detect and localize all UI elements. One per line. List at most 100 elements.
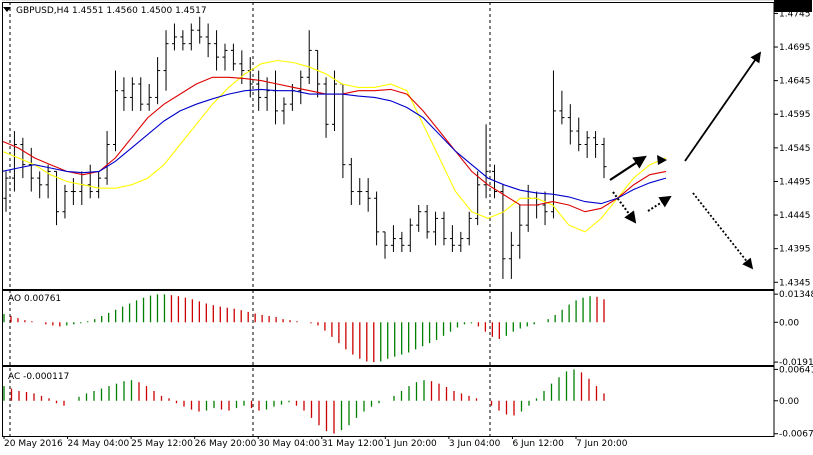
flat-arrowhead-0 — [657, 155, 667, 165]
ohlc-bar — [230, 43, 236, 71]
ohlc-bar — [416, 204, 422, 232]
time-tick-label: 30 May 04:00 — [258, 439, 320, 449]
price-tick-label: 1.4445 — [779, 211, 811, 221]
ohlc-bar — [54, 170, 60, 226]
ohlc-bar — [492, 164, 498, 199]
ohlc-bar — [163, 30, 169, 91]
current-price-box — [774, 0, 812, 12]
ohlc-bar — [281, 97, 287, 125]
ohlc-bar — [3, 171, 9, 212]
ohlc-bar — [87, 164, 93, 199]
time-tick-label: 24 May 04:00 — [68, 439, 130, 449]
forecast-arrows — [609, 51, 762, 270]
ohlc-bar — [567, 104, 573, 145]
ao-tick-label: 0.01348 — [779, 290, 813, 300]
ao-tick-label: -0.01911 — [779, 358, 813, 368]
ohlc-bar — [222, 43, 228, 71]
ohlc-bar — [374, 191, 380, 246]
ohlc-bar — [348, 157, 354, 205]
forecast-arrow-3 — [684, 51, 762, 162]
ohlc-bar — [188, 23, 194, 51]
ohlc-bar — [146, 84, 152, 111]
forecast-arrow-1 — [612, 191, 637, 224]
ohlc-bar — [357, 178, 363, 205]
ohlc-bar — [112, 70, 118, 152]
forecast-arrow-0 — [609, 155, 647, 181]
ohlc-bar — [79, 171, 85, 205]
ao-tick-label: 0.00 — [779, 318, 799, 328]
ohlc-bar — [62, 184, 68, 219]
ohlc-bar — [197, 16, 203, 44]
ohlc-bar — [37, 171, 43, 199]
price-bars — [3, 16, 607, 279]
ac-tick-label: 0.00 — [779, 397, 799, 407]
ohlc-bar — [45, 164, 51, 199]
ohlc-bar — [331, 70, 337, 132]
ac-label: AC -0.000117 — [8, 372, 69, 382]
ohlc-bar — [584, 131, 590, 158]
ohlc-bar — [323, 77, 329, 138]
ohlc-bar — [11, 131, 17, 192]
ohlc-bar — [315, 49, 321, 98]
ac-histogram — [3, 369, 605, 434]
ohlc-bar — [121, 77, 127, 111]
time-tick-label: 3 Jun 04:00 — [449, 439, 501, 449]
ohlc-bar — [441, 211, 447, 246]
ohlc-bar — [576, 117, 582, 152]
ohlc-bar — [466, 211, 472, 246]
ohlc-bar — [500, 184, 506, 279]
ohlc-bar — [247, 57, 253, 98]
ohlc-bar — [20, 137, 26, 179]
ohlc-bar — [264, 77, 270, 111]
ohlc-bar — [593, 131, 599, 158]
ohlc-bar — [205, 23, 211, 58]
time-tick-label: 6 Jun 12:00 — [512, 439, 564, 449]
ma-blue-line — [1, 88, 667, 205]
ohlc-bar — [340, 83, 346, 179]
ohlc-bar — [155, 57, 161, 105]
price-tick-label: 1.4745 — [779, 9, 811, 19]
chart-frame — [2, 2, 775, 437]
ohlc-bar — [508, 231, 514, 279]
price-tick-label: 1.4495 — [779, 177, 811, 187]
ohlc-bar — [433, 211, 439, 246]
ohlc-bar — [273, 70, 279, 125]
price-tick-label: 1.4595 — [779, 110, 811, 120]
collapse-triangle-icon[interactable] — [3, 7, 11, 12]
ohlc-bar — [104, 131, 110, 185]
ohlc-bar — [542, 191, 548, 226]
ohlc-bar — [517, 204, 523, 259]
moving-averages: 1.4517 — [1, 0, 812, 233]
ohlc-bar — [306, 30, 312, 84]
ohlc-bar — [28, 147, 34, 192]
ohlc-bar — [601, 137, 607, 179]
ma-yellow-line — [1, 59, 667, 233]
ohlc-bar — [458, 231, 464, 253]
price-tick-label: 1.4395 — [779, 245, 811, 255]
time-tick-label: 7 Jun 20:00 — [576, 439, 628, 449]
grid-layer — [9, 2, 491, 436]
panel-frames — [2, 2, 775, 437]
ohlc-bar — [483, 124, 489, 199]
ohlc-bar — [424, 204, 430, 239]
ohlc-bar — [214, 30, 220, 71]
price-tick-label: 1.4345 — [779, 278, 811, 288]
ac-tick-label: -0.00674 — [779, 430, 813, 440]
ohlc-bar — [449, 225, 455, 253]
current-price-label: 1.4517 — [777, 0, 809, 3]
ohlc-bar — [180, 30, 186, 51]
price-tick-label: 1.4545 — [779, 144, 811, 154]
time-tick-label: 31 May 12:00 — [322, 439, 384, 449]
ohlc-bar — [399, 231, 405, 253]
axis-labels: GBPUSD,H4 1.4551 1.4560 1.4500 1.4517 AO… — [3, 6, 813, 449]
ao-histogram — [3, 294, 605, 363]
ohlc-bar — [256, 70, 262, 111]
ohlc-bar — [298, 70, 304, 105]
ohlc-bar — [559, 90, 565, 125]
time-tick-label: 25 May 12:00 — [131, 439, 193, 449]
ao-label: AO 0.00761 — [8, 294, 61, 304]
symbol-header: GBPUSD,H4 1.4551 1.4560 1.4500 1.4517 — [16, 6, 207, 16]
ac-tick-label: 0.00641 — [779, 365, 813, 375]
time-tick-label: 26 May 20:00 — [195, 439, 257, 449]
